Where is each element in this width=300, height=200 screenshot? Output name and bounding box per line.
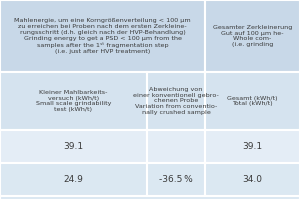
Bar — [0, 163, 147, 196]
Text: 39.1: 39.1 — [242, 142, 262, 151]
Bar — [0, 130, 147, 163]
Text: Abweichung von
einer konventionell gebro-
chenen Probe
Variation from conventio-: Abweichung von einer konventionell gebro… — [133, 87, 219, 115]
Bar — [147, 163, 205, 196]
Text: Kleiner Mahlbarkeits-
versuch (kWh/t)
Small scale grindability
test (kWh/t): Kleiner Mahlbarkeits- versuch (kWh/t) Sm… — [36, 90, 111, 112]
Text: 24.9: 24.9 — [64, 175, 83, 184]
Bar — [205, 0, 300, 72]
Bar — [205, 72, 300, 130]
Bar — [0, 0, 205, 72]
Bar — [205, 163, 300, 196]
Text: -36.5 %: -36.5 % — [159, 175, 193, 184]
Bar — [147, 130, 205, 163]
Text: 39.1: 39.1 — [63, 142, 84, 151]
Bar — [147, 72, 205, 130]
Text: Gesamt (kWh/t)
Total (kWh/t): Gesamt (kWh/t) Total (kWh/t) — [227, 96, 278, 106]
Text: 34.0: 34.0 — [242, 175, 262, 184]
Bar — [0, 72, 147, 130]
Text: Mahlenergie, um eine Korngrößenverteilung < 100 µm
zu erreichen bei Proben nach : Mahlenergie, um eine Korngrößenverteilun… — [14, 18, 191, 54]
Bar — [0, 196, 300, 200]
Bar — [205, 130, 300, 163]
Text: Gesamter Zerkleinerung
Gut auf 100 µm he-
Whole com-
(i.e. grinding: Gesamter Zerkleinerung Gut auf 100 µm he… — [213, 25, 292, 47]
